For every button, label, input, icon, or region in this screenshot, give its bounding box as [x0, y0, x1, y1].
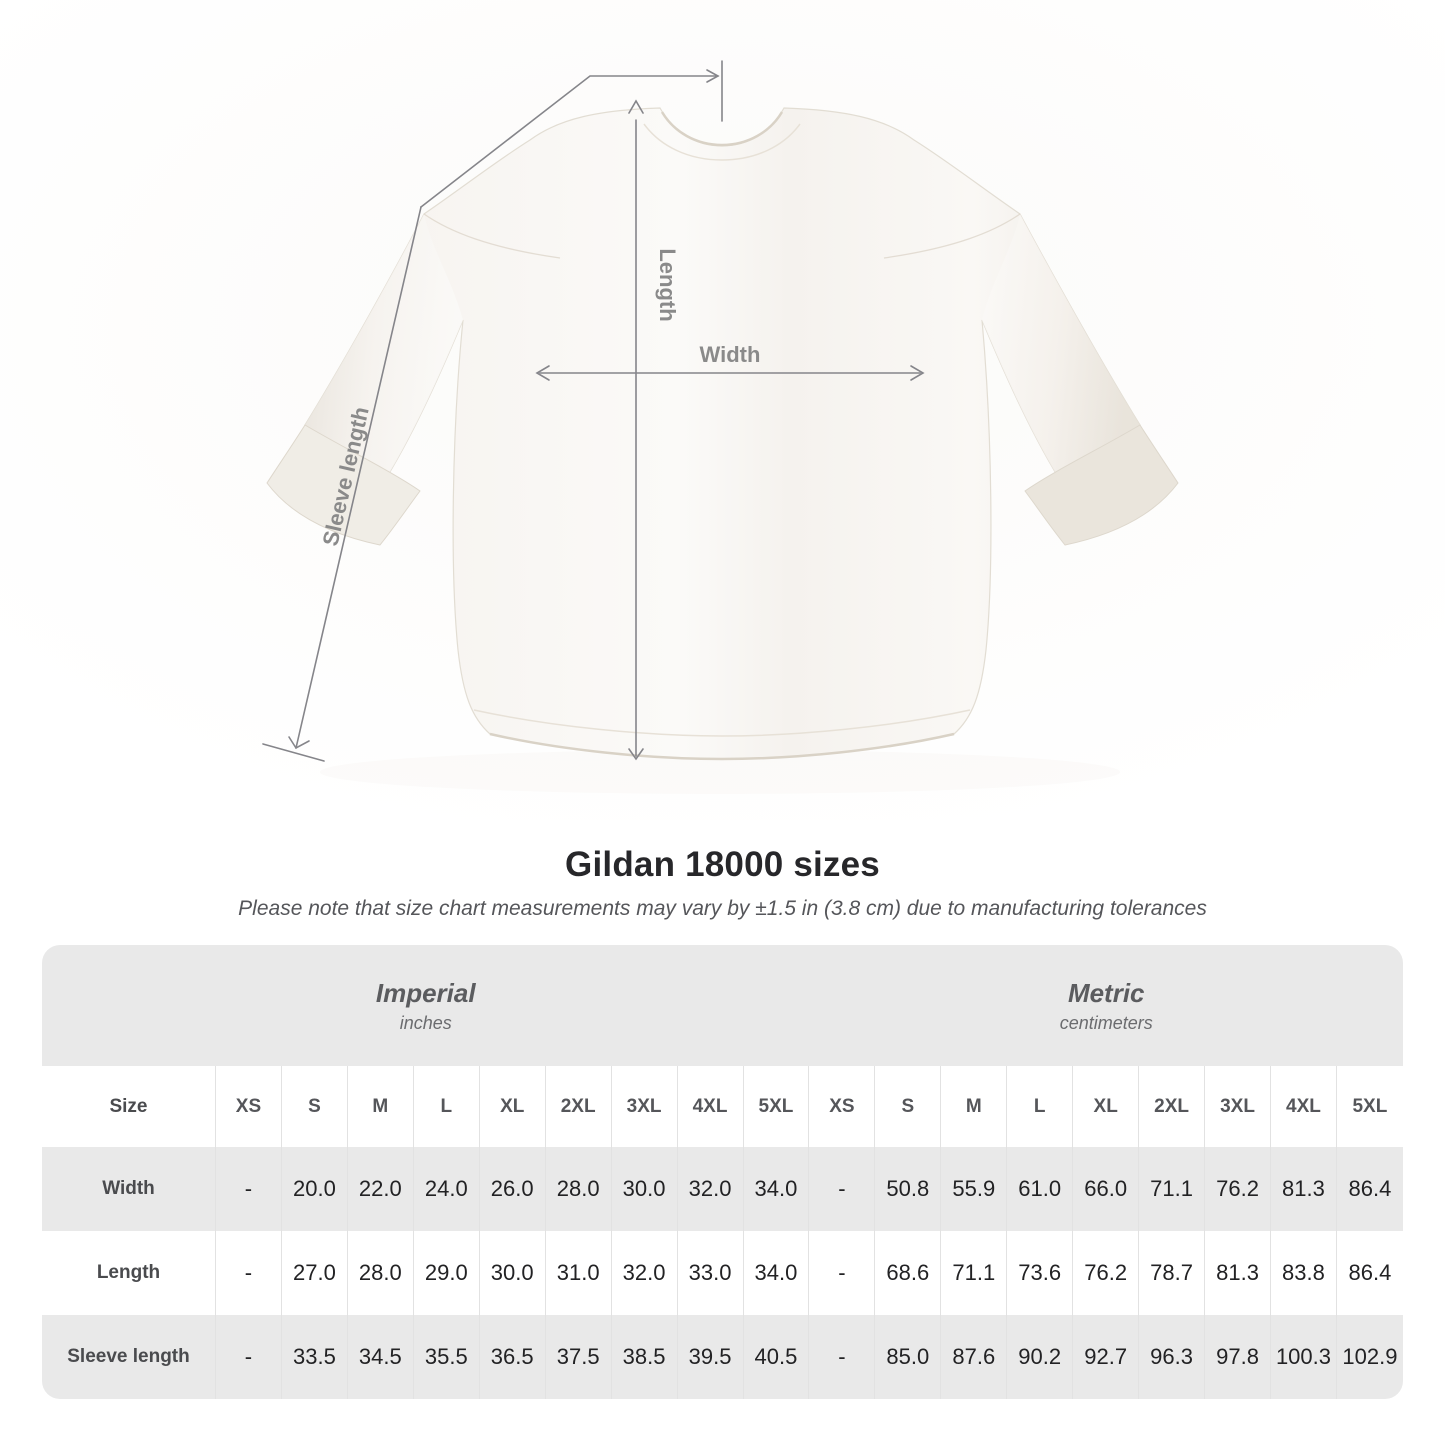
svg-text:Width: Width	[700, 342, 761, 367]
svg-text:Length: Length	[655, 248, 680, 321]
